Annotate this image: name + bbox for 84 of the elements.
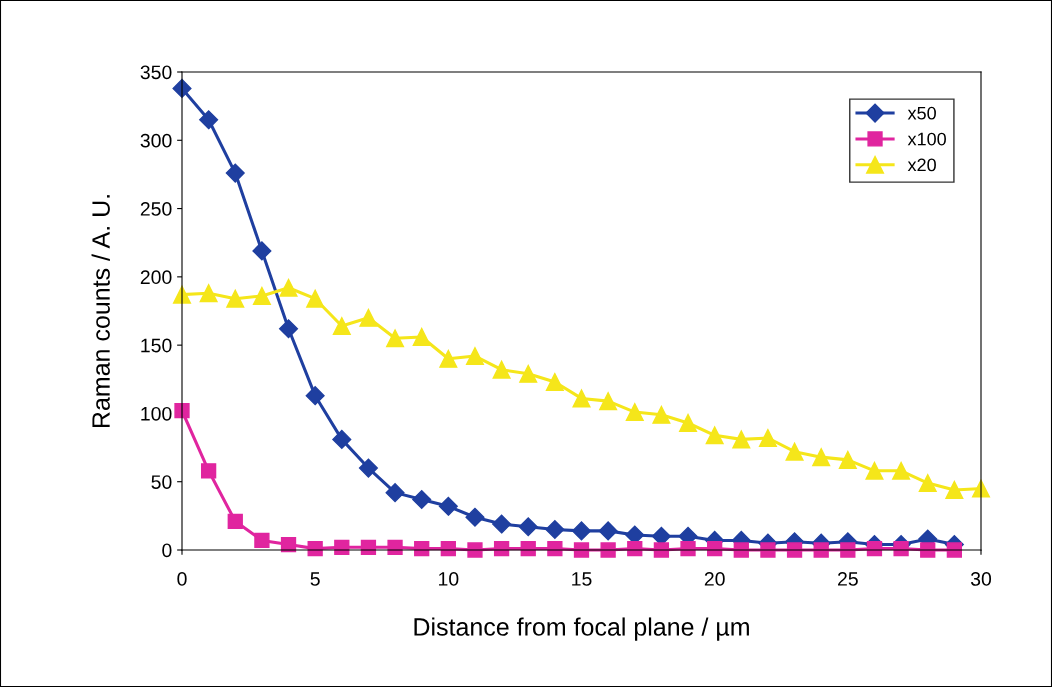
point <box>732 430 751 449</box>
point <box>946 542 963 558</box>
point <box>465 507 485 527</box>
point <box>200 463 217 479</box>
point <box>226 289 245 308</box>
point <box>254 532 270 549</box>
y-tick-label: 300 <box>140 133 172 148</box>
point <box>918 474 937 493</box>
point <box>412 489 432 510</box>
point <box>733 542 749 558</box>
point <box>279 278 298 297</box>
point <box>519 364 538 383</box>
x-tick-label: 5 <box>310 572 320 586</box>
point <box>465 347 484 366</box>
x-tick-label: 10 <box>439 572 459 586</box>
y-tick-label: 0 <box>162 543 172 558</box>
y-tick-label: 250 <box>140 202 172 216</box>
point <box>439 349 458 368</box>
point <box>600 542 616 558</box>
y-axis-title: Raman counts / A. U. <box>91 195 110 428</box>
point <box>838 450 857 469</box>
point <box>547 540 563 557</box>
legend-label: x100 <box>907 132 946 146</box>
point <box>920 542 936 558</box>
point <box>278 319 299 339</box>
point <box>786 542 803 558</box>
x-tick-label: 25 <box>838 572 858 586</box>
point <box>492 514 512 534</box>
point <box>758 428 777 448</box>
point <box>785 442 804 461</box>
point <box>652 405 671 424</box>
point <box>306 289 325 308</box>
point <box>385 483 405 503</box>
point <box>359 308 378 327</box>
point <box>680 540 696 557</box>
point <box>332 316 351 336</box>
point <box>599 392 618 411</box>
point <box>571 521 592 541</box>
point <box>573 542 590 558</box>
point <box>227 513 243 529</box>
x-tick-label: 20 <box>704 572 725 586</box>
point <box>945 480 964 499</box>
point <box>813 542 829 558</box>
point <box>225 163 245 183</box>
point <box>625 403 644 422</box>
point <box>705 426 724 445</box>
x-tick-label: 30 <box>970 572 992 586</box>
point <box>679 413 698 433</box>
point <box>760 542 776 558</box>
point <box>893 540 909 557</box>
x-tick-label: 0 <box>177 572 187 586</box>
point <box>545 519 565 540</box>
point <box>572 389 591 408</box>
x-tick-label: 15 <box>572 572 592 586</box>
point <box>386 329 405 348</box>
legend-label: x50 <box>907 106 936 120</box>
y-tick-label: 100 <box>141 406 172 421</box>
point <box>545 372 564 392</box>
point <box>332 429 352 449</box>
point <box>252 241 272 261</box>
point <box>812 448 831 467</box>
y-tick-label: 50 <box>151 475 172 489</box>
point <box>252 286 271 306</box>
point <box>199 110 219 130</box>
point <box>174 403 190 419</box>
point <box>840 542 856 558</box>
point <box>305 386 325 406</box>
point <box>653 542 670 558</box>
point <box>892 461 911 480</box>
point <box>358 458 378 478</box>
point <box>412 327 431 346</box>
point <box>865 461 884 480</box>
point <box>598 521 618 541</box>
point <box>492 360 511 379</box>
x-axis-title: Distance from focal plane / µm <box>414 617 749 641</box>
y-tick-label: 200 <box>140 270 172 285</box>
y-tick-label: 150 <box>141 338 172 353</box>
point <box>518 517 538 537</box>
point <box>199 284 218 303</box>
point <box>467 542 483 558</box>
point <box>387 539 403 555</box>
y-tick-label: 350 <box>140 65 172 80</box>
legend-label: x20 <box>907 158 936 172</box>
point <box>438 496 458 516</box>
